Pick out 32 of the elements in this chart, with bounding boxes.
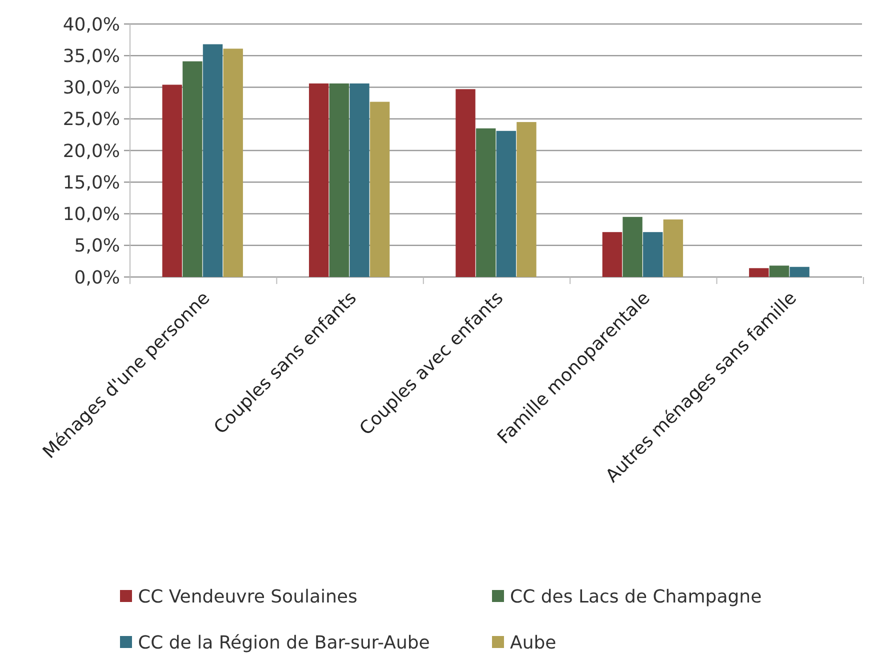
bar [496,130,516,277]
y-tick-label: 0,0% [74,267,120,288]
bar [749,268,769,277]
bar [790,266,810,277]
legend-label: CC des Lacs de Champagne [510,586,762,608]
bar [456,89,476,277]
legend-label: Aube [510,632,556,654]
bar [643,232,663,277]
y-tick-label: 20,0% [62,140,120,162]
y-tick-label: 15,0% [62,172,120,194]
y-tick-label: 25,0% [62,109,120,130]
bar [663,219,684,277]
bar [350,83,370,277]
y-tick-label: 35,0% [62,46,120,67]
bar [202,44,223,277]
bar [308,83,329,277]
bar [370,102,390,277]
bar [769,266,790,277]
bar [516,122,536,277]
y-tick-label: 30,0% [62,78,120,99]
bar [182,61,202,277]
bar [223,48,243,277]
bar [476,128,496,277]
y-tick-label: 10,0% [62,204,120,226]
bar [329,83,349,277]
bar [162,84,182,277]
legend-label: CC de la Région de Bar-sur-Aube [138,632,430,654]
y-tick-label: 40,0% [62,14,120,36]
legend-label: CC Vendeuvre Soulaines [138,586,358,608]
bar [622,216,642,277]
bar [602,232,622,277]
y-tick-label: 5,0% [74,236,120,257]
